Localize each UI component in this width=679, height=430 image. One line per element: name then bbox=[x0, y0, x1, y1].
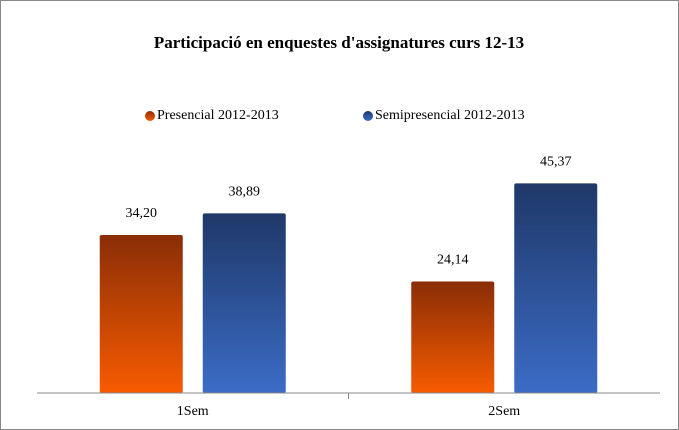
data-label: 45,37 bbox=[540, 155, 572, 170]
legend-swatch bbox=[145, 111, 155, 121]
x-tick-label: 2Sem bbox=[488, 404, 520, 419]
legend-label: Semipresencial 2012-2013 bbox=[375, 108, 525, 123]
legend-swatch bbox=[363, 111, 373, 121]
bar bbox=[99, 234, 183, 393]
bar bbox=[202, 213, 286, 393]
data-label: 34,20 bbox=[126, 206, 158, 221]
x-tick-label: 1Sem bbox=[177, 404, 209, 419]
bar bbox=[514, 183, 598, 393]
bar bbox=[411, 281, 495, 393]
data-label: 24,14 bbox=[437, 253, 469, 268]
legend-label: Presencial 2012-2013 bbox=[157, 108, 279, 123]
data-label: 38,89 bbox=[229, 185, 261, 200]
chart-title: Participació en enquestes d'assignatures… bbox=[154, 33, 524, 52]
